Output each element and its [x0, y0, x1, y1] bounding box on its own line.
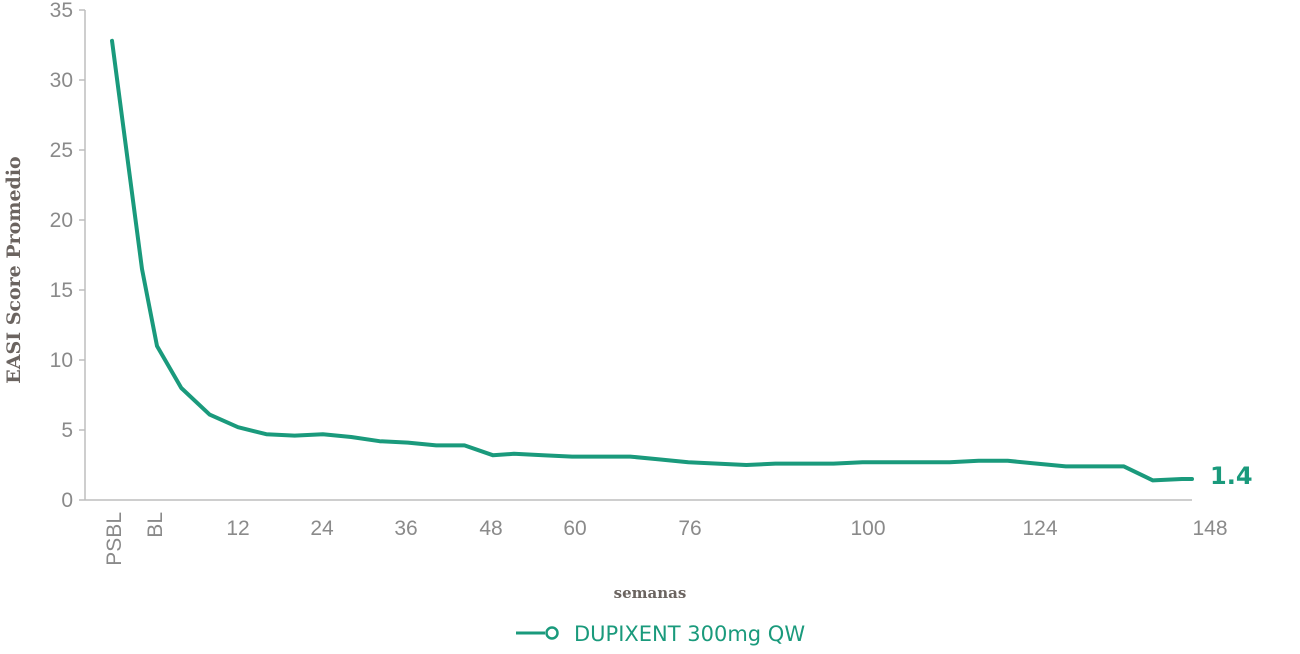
x-tick-label: 76 — [678, 517, 701, 540]
x-tick-label: 36 — [394, 517, 417, 540]
x-tick-label: 12 — [226, 517, 249, 540]
legend: DUPIXENT 300mg QW — [516, 622, 805, 646]
x-axis-label: semanas — [614, 584, 687, 602]
x-tick-label: 100 — [850, 517, 885, 540]
y-tick-label: 10 — [50, 349, 73, 372]
y-axis-label: EASI Score Promedio — [3, 156, 25, 383]
x-tick-label: 60 — [563, 517, 586, 540]
y-tick-label: 15 — [50, 279, 73, 302]
y-tick-label: 25 — [50, 139, 73, 162]
x-tick-label: 24 — [310, 517, 334, 540]
end-value-label: 1.4 — [1210, 462, 1253, 490]
y-tick-label: 5 — [61, 419, 73, 442]
x-tick-label: 148 — [1192, 517, 1227, 540]
y-tick-label: 0 — [61, 489, 73, 512]
x-tick-label: 124 — [1022, 517, 1057, 540]
legend-series-name: DUPIXENT 300mg QW — [574, 622, 805, 646]
y-tick-label: 30 — [50, 69, 73, 92]
x-axis: PSBL BL 12 24 36 48 60 76 100 124 148 — [85, 499, 1228, 566]
x-tick-label: BL — [144, 512, 167, 538]
series-line-dupixent — [110, 38, 1194, 483]
series-layer — [110, 38, 1194, 483]
y-axis: 0 5 10 15 20 25 30 35 — [50, 0, 86, 512]
y-tick-label: 35 — [50, 0, 73, 22]
x-tick-label: 48 — [479, 517, 502, 540]
x-tick-label: PSBL — [103, 512, 126, 566]
y-tick-label: 20 — [50, 209, 73, 232]
legend-marker-icon — [545, 626, 559, 640]
